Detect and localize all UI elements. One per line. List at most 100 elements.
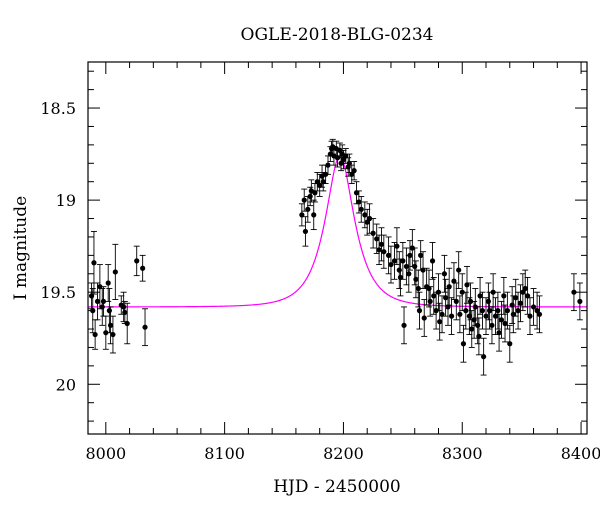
data-point bbox=[304, 195, 311, 223]
data-point bbox=[105, 264, 112, 302]
data-marker bbox=[406, 271, 412, 277]
data-point bbox=[510, 295, 517, 334]
data-marker bbox=[337, 147, 343, 153]
data-point bbox=[570, 273, 577, 312]
data-marker bbox=[490, 289, 496, 295]
data-marker bbox=[534, 308, 540, 314]
data-point bbox=[467, 282, 474, 321]
data-point bbox=[444, 288, 451, 326]
data-point bbox=[124, 302, 131, 345]
data-marker bbox=[301, 197, 307, 203]
data-marker bbox=[486, 308, 493, 314]
data-point bbox=[302, 216, 309, 247]
data-point bbox=[416, 291, 423, 330]
data-marker bbox=[527, 313, 533, 319]
data-point bbox=[519, 273, 526, 312]
data-marker bbox=[351, 168, 357, 174]
data-marker bbox=[312, 190, 318, 196]
data-marker bbox=[92, 331, 98, 338]
data-point bbox=[107, 306, 114, 345]
data-point bbox=[459, 273, 466, 312]
data-point bbox=[436, 302, 443, 341]
data-marker bbox=[100, 298, 107, 305]
data-point bbox=[311, 183, 318, 203]
data-point bbox=[488, 306, 495, 345]
data-marker bbox=[317, 182, 323, 188]
plot-frame bbox=[87, 61, 588, 435]
data-marker bbox=[340, 157, 347, 163]
data-marker bbox=[122, 309, 128, 316]
data-marker bbox=[507, 341, 513, 347]
x-tick-label: 8300 bbox=[442, 444, 483, 463]
data-marker bbox=[513, 295, 519, 301]
data-point bbox=[446, 267, 453, 306]
data-marker bbox=[496, 330, 502, 336]
data-point bbox=[504, 291, 511, 330]
data-marker bbox=[364, 219, 370, 225]
data-point bbox=[139, 254, 146, 282]
data-marker bbox=[311, 212, 317, 218]
data-marker bbox=[346, 160, 352, 166]
data-marker bbox=[413, 276, 419, 282]
data-point bbox=[96, 264, 103, 310]
data-point bbox=[412, 260, 419, 299]
data-point bbox=[536, 295, 543, 334]
data-marker bbox=[407, 252, 413, 258]
data-marker bbox=[509, 302, 515, 308]
data-marker bbox=[325, 162, 331, 168]
data-point bbox=[517, 284, 524, 323]
data-marker bbox=[501, 293, 507, 299]
data-point bbox=[142, 308, 149, 347]
data-point bbox=[370, 218, 377, 249]
data-point bbox=[515, 291, 522, 330]
data-point bbox=[298, 203, 305, 227]
data-marker bbox=[353, 190, 360, 196]
data-point bbox=[366, 203, 373, 234]
data-marker bbox=[112, 269, 118, 275]
data-marker bbox=[121, 304, 127, 310]
data-marker bbox=[299, 212, 305, 218]
data-marker bbox=[376, 247, 382, 253]
data-point bbox=[464, 265, 471, 304]
data-points bbox=[88, 138, 583, 376]
data-marker bbox=[142, 324, 148, 330]
data-marker bbox=[502, 320, 508, 327]
data-marker bbox=[110, 331, 116, 338]
data-point bbox=[506, 324, 513, 363]
data-marker bbox=[464, 282, 470, 288]
data-point bbox=[421, 299, 428, 337]
data-point bbox=[397, 258, 404, 297]
data-point bbox=[524, 277, 531, 315]
data-marker bbox=[418, 252, 424, 258]
data-marker bbox=[343, 153, 349, 159]
data-marker bbox=[421, 315, 427, 321]
data-point bbox=[462, 291, 469, 330]
data-marker bbox=[97, 284, 103, 290]
data-marker bbox=[140, 265, 146, 271]
data-marker bbox=[391, 258, 398, 264]
data-marker bbox=[103, 330, 109, 336]
data-point bbox=[100, 286, 107, 317]
data-point bbox=[530, 288, 537, 326]
data-point bbox=[401, 306, 408, 345]
data-marker bbox=[466, 313, 472, 319]
data-marker bbox=[577, 298, 583, 305]
data-marker bbox=[475, 322, 481, 328]
data-marker bbox=[388, 261, 394, 268]
data-point bbox=[399, 242, 406, 280]
data-marker bbox=[536, 311, 543, 317]
data-marker bbox=[485, 298, 491, 305]
data-marker bbox=[492, 313, 499, 319]
data-marker bbox=[453, 298, 459, 305]
data-marker bbox=[448, 313, 455, 319]
data-marker bbox=[420, 267, 426, 273]
x-tick-label: 8200 bbox=[323, 444, 364, 463]
data-point bbox=[439, 295, 446, 334]
data-marker bbox=[451, 278, 457, 284]
data-marker bbox=[510, 311, 516, 317]
data-point bbox=[453, 282, 460, 321]
data-marker bbox=[307, 193, 313, 200]
data-point bbox=[435, 273, 442, 312]
data-point bbox=[526, 297, 533, 336]
data-marker bbox=[463, 308, 469, 314]
